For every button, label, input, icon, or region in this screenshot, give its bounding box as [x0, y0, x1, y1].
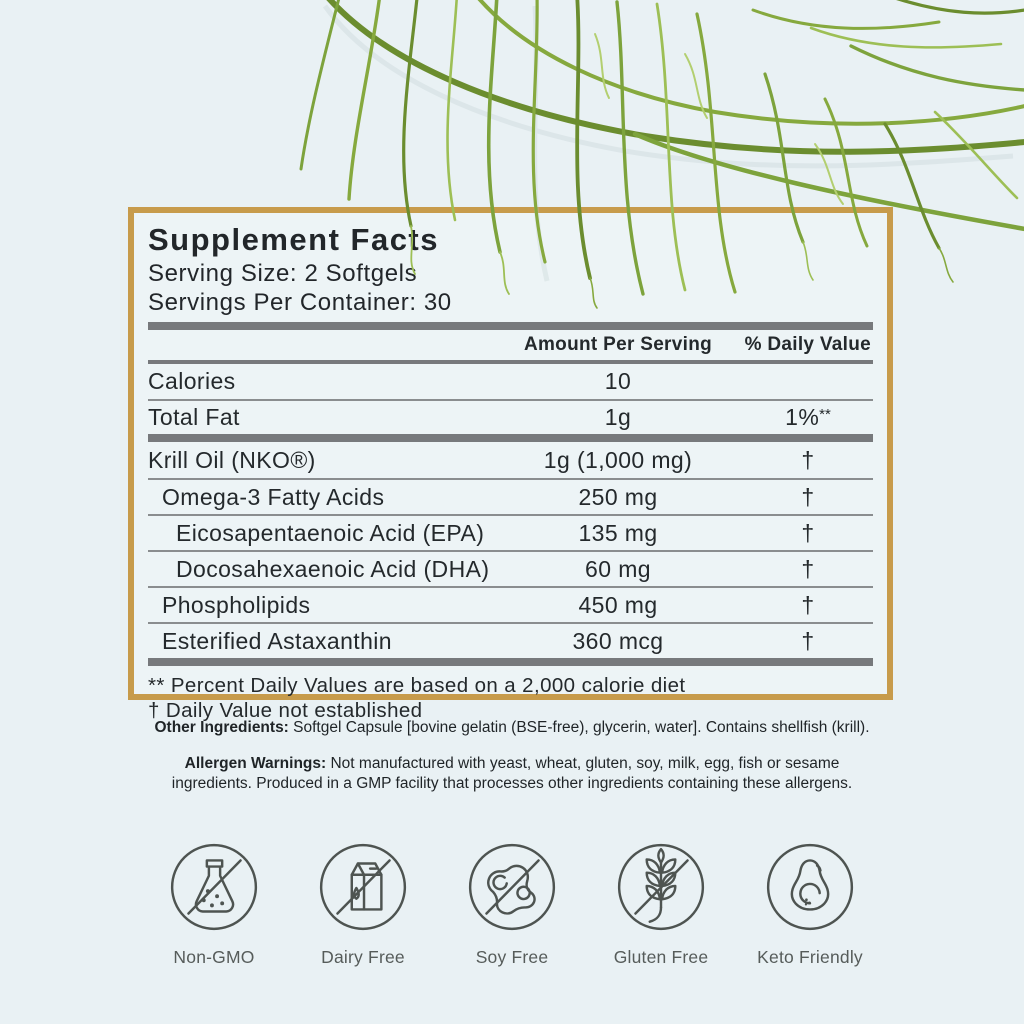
badge-label: Keto Friendly — [757, 947, 863, 967]
badge-label: Dairy Free — [321, 947, 405, 967]
footnote-marker: ** — [819, 406, 831, 423]
table-row: Omega-3 Fatty Acids 250 mg † — [148, 480, 873, 516]
ingredient-name: Esterified Astaxanthin — [162, 627, 392, 654]
ingredient-dv: † — [801, 446, 815, 473]
ingredient-name: Docosahexaenoic Acid (DHA) — [176, 555, 490, 582]
other-ingredients: Other Ingredients: Softgel Capsule [bovi… — [0, 718, 1024, 738]
nutrient-amount: 10 — [604, 368, 632, 394]
wheat-crossed-icon — [617, 843, 705, 931]
ingredient-amount: 1g (1,000 mg) — [543, 446, 693, 473]
amount-per-serving-header: Amount Per Serving — [523, 334, 713, 355]
flask-crossed-icon — [170, 843, 258, 931]
ingredient-dv: † — [801, 591, 815, 618]
servings-per-container: Servings Per Container: 30 — [148, 289, 452, 316]
ingredient-name: Krill Oil (NKO®) — [148, 446, 316, 473]
ingredient-dv: † — [801, 555, 815, 582]
badge-label: Soy Free — [475, 947, 549, 967]
ingredient-amount: 360 mcg — [572, 627, 664, 654]
ingredient-dv: † — [801, 627, 815, 654]
badge-non-gmo: Non-GMO — [165, 838, 263, 968]
table-row: Krill Oil (NKO®) 1g (1,000 mg) † — [148, 442, 873, 480]
ingredient-amount: 135 mg — [578, 519, 658, 546]
table-row: Total Fat 1g 1%** — [148, 401, 873, 434]
footnote-line: ** Percent Daily Values are based on a 2… — [148, 674, 686, 697]
milk-carton-crossed-icon — [319, 843, 407, 931]
allergen-warnings: Allergen Warnings: Not manufactured with… — [0, 754, 1024, 794]
table-header-row: Amount Per Serving % Daily Value — [148, 330, 873, 360]
ingredient-amount: 60 mg — [585, 555, 651, 582]
ingredient-amount: 250 mg — [578, 483, 658, 510]
badge-dairy-free: Dairy Free — [314, 838, 412, 968]
serving-size: Serving Size: 2 Softgels — [148, 260, 418, 287]
badge-label: Non-GMO — [173, 947, 255, 967]
table-row: Esterified Astaxanthin 360 mcg † — [148, 624, 873, 658]
ingredient-name: Phospholipids — [162, 591, 311, 618]
divider-thick — [148, 434, 873, 442]
nutrient-name: Total Fat — [148, 404, 240, 430]
nutrient-amount: 1g — [604, 404, 632, 430]
table-row: Phospholipids 450 mg † — [148, 588, 873, 624]
other-ingredients-label: Other Ingredients: — [154, 719, 289, 736]
badge-label: Gluten Free — [613, 947, 709, 967]
avocado-icon — [766, 843, 854, 931]
panel-title: Supplement Facts — [148, 222, 439, 257]
divider-medium — [148, 360, 873, 364]
other-ingredients-text: Softgel Capsule [bovine gelatin (BSE-fre… — [288, 719, 870, 736]
allergen-warnings-text: Not manufactured with yeast, wheat, glut… — [171, 755, 853, 792]
badge-row: Non-GMO Dairy Free Soy Free — [0, 838, 1024, 968]
ingredient-dv: † — [801, 519, 815, 546]
footnotes: ** Percent Daily Values are based on a 2… — [148, 674, 873, 723]
footnote-line: † Daily Value not established — [148, 698, 423, 722]
ingredient-name: Omega-3 Fatty Acids — [162, 483, 385, 510]
ingredient-amount: 450 mg — [578, 591, 658, 618]
supplement-facts-panel: Supplement Facts Serving Size: 2 Softgel… — [128, 207, 893, 722]
divider-thick — [148, 322, 873, 330]
ingredient-dv: † — [801, 483, 815, 510]
daily-value-header: % Daily Value — [744, 334, 871, 355]
nutrient-name: Calories — [148, 368, 236, 394]
badge-keto-friendly: Keto Friendly — [757, 838, 863, 968]
divider-thick — [148, 658, 873, 666]
table-row: Calories 10 — [148, 364, 873, 401]
allergen-warnings-label: Allergen Warnings: — [184, 755, 327, 772]
table-row: Eicosapentaenoic Acid (EPA) 135 mg † — [148, 516, 873, 552]
nutrient-dv: 1%** — [785, 404, 831, 430]
badge-soy-free: Soy Free — [463, 838, 561, 968]
soybean-crossed-icon — [468, 843, 556, 931]
table-row: Docosahexaenoic Acid (DHA) 60 mg † — [148, 552, 873, 588]
ingredient-name: Eicosapentaenoic Acid (EPA) — [176, 519, 485, 546]
badge-gluten-free: Gluten Free — [612, 838, 710, 968]
